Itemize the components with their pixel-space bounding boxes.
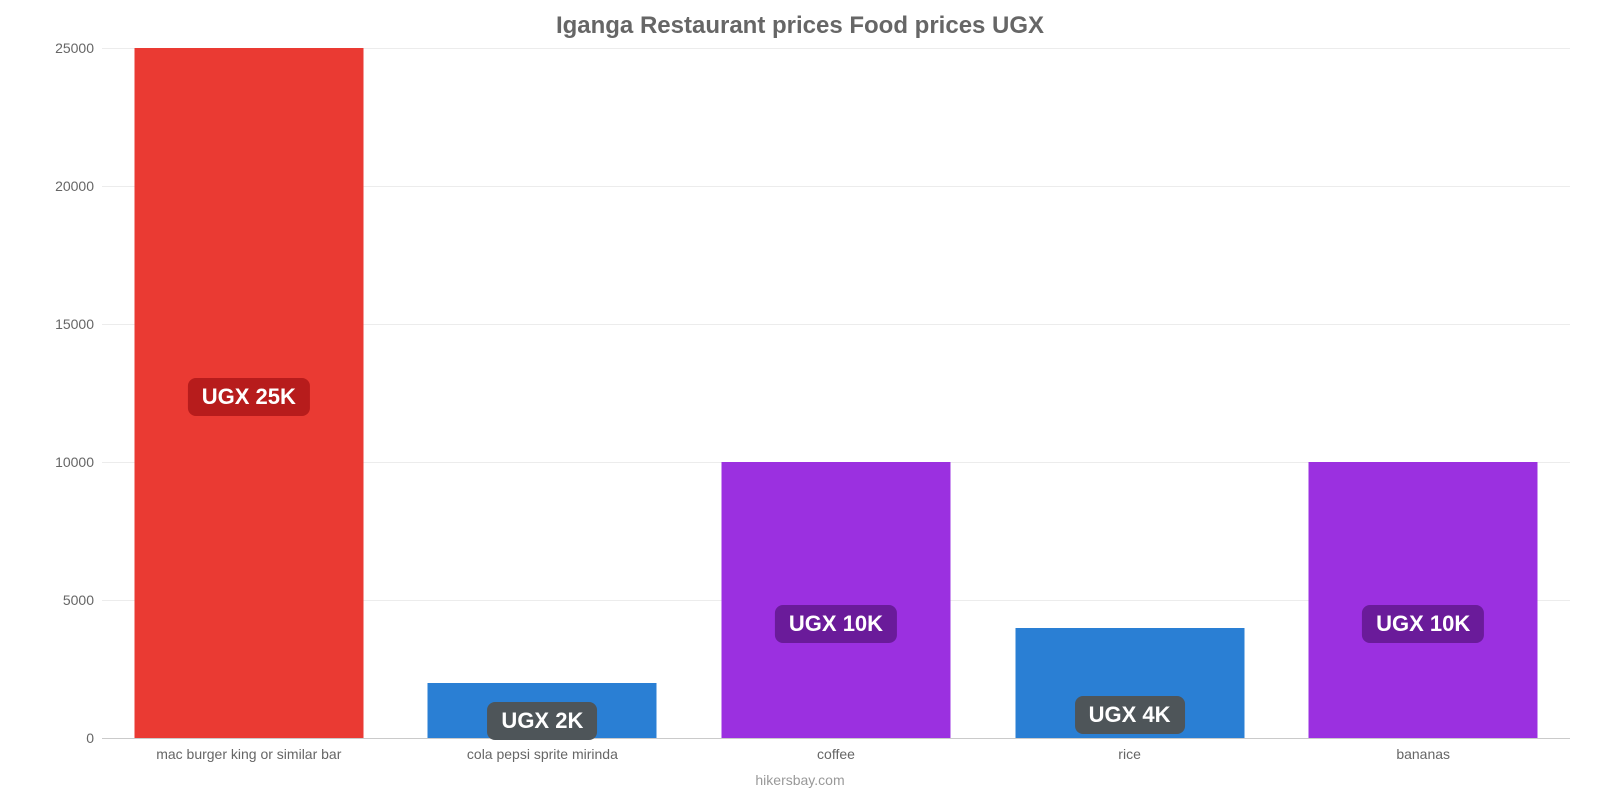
- bar: [721, 462, 950, 738]
- x-tick-label: coffee: [689, 738, 983, 762]
- bar-slot: UGX 4K: [983, 48, 1277, 738]
- bars-container: UGX 25K UGX 2K UGX 10K UGX 4K UGX 10K: [102, 48, 1570, 738]
- y-tick-label: 25000: [30, 40, 94, 56]
- x-tick-label: cola pepsi sprite mirinda: [396, 738, 690, 762]
- y-tick-label: 20000: [30, 178, 94, 194]
- bar-value-label: UGX 10K: [1362, 605, 1484, 643]
- x-tick-label: mac burger king or similar bar: [102, 738, 396, 762]
- bar-value-label: UGX 2K: [487, 702, 597, 740]
- x-tick-label: bananas: [1276, 738, 1570, 762]
- y-axis: 0500010000150002000025000: [30, 48, 102, 738]
- y-tick-label: 0: [30, 730, 94, 746]
- bar-slot: UGX 25K: [102, 48, 396, 738]
- x-tick-label: rice: [983, 738, 1277, 762]
- chart-source: hikersbay.com: [30, 772, 1570, 788]
- y-tick-label: 15000: [30, 316, 94, 332]
- y-tick-label: 10000: [30, 454, 94, 470]
- bar-value-label: UGX 4K: [1075, 696, 1185, 734]
- y-tick-label: 5000: [30, 592, 94, 608]
- bar-value-label: UGX 10K: [775, 605, 897, 643]
- bar-slot: UGX 2K: [396, 48, 690, 738]
- chart-title: Iganga Restaurant prices Food prices UGX: [30, 0, 1570, 48]
- plot-area: 0500010000150002000025000 UGX 25KUGX 2KU…: [30, 48, 1570, 738]
- x-axis-labels: mac burger king or similar barcola pepsi…: [102, 738, 1570, 762]
- price-bar-chart: Iganga Restaurant prices Food prices UGX…: [0, 0, 1600, 800]
- bar-slot: UGX 10K: [1276, 48, 1570, 738]
- bar-slot: UGX 10K: [689, 48, 983, 738]
- bar-value-label: UGX 25K: [188, 378, 310, 416]
- bar: [1309, 462, 1538, 738]
